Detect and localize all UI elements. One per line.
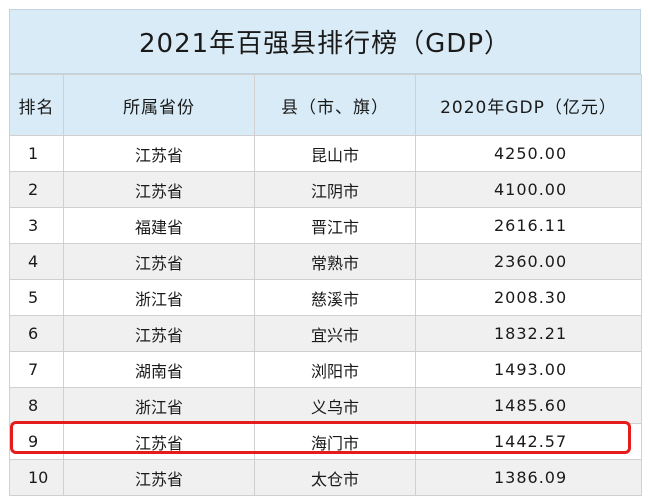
rank-cell: 7	[9, 351, 64, 388]
gdp-cell: 2008.30	[415, 279, 642, 316]
ranking-table: 排名 所属省份 县（市、旗） 2020年GDP（亿元） 1 江苏省 昆山市 42…	[9, 74, 642, 496]
header-row: 排名 所属省份 县（市、旗） 2020年GDP（亿元）	[9, 74, 642, 136]
table-row: 10 江苏省 太仓市 1386.09	[9, 459, 642, 496]
gdp-cell: 1485.60	[415, 387, 642, 424]
rank-cell: 9	[9, 423, 64, 460]
table-row: 5 浙江省 慈溪市 2008.30	[9, 279, 642, 316]
gdp-cell: 1832.21	[415, 315, 642, 352]
gdp-cell: 2616.11	[415, 207, 642, 244]
rank-cell: 6	[9, 315, 64, 352]
county-cell: 慈溪市	[254, 279, 416, 316]
table-row: 8 浙江省 义乌市 1485.60	[9, 387, 642, 424]
county-cell: 义乌市	[254, 387, 416, 424]
province-cell: 浙江省	[63, 279, 255, 316]
header-county: 县（市、旗）	[254, 74, 416, 136]
province-cell: 江苏省	[63, 315, 255, 352]
county-cell: 昆山市	[254, 135, 416, 172]
county-cell: 海门市	[254, 423, 416, 460]
table-row: 4 江苏省 常熟市 2360.00	[9, 243, 642, 280]
county-cell: 常熟市	[254, 243, 416, 280]
gdp-cell: 4100.00	[415, 171, 642, 208]
gdp-cell: 1442.57	[415, 423, 642, 460]
county-cell: 太仓市	[254, 459, 416, 496]
table-row: 1 江苏省 昆山市 4250.00	[9, 135, 642, 172]
gdp-cell: 1386.09	[415, 459, 642, 496]
province-cell: 江苏省	[63, 243, 255, 280]
province-cell: 浙江省	[63, 387, 255, 424]
province-cell: 江苏省	[63, 423, 255, 460]
table-row: 7 湖南省 浏阳市 1493.00	[9, 351, 642, 388]
table-row: 2 江苏省 江阴市 4100.00	[9, 171, 642, 208]
province-cell: 江苏省	[63, 135, 255, 172]
header-gdp: 2020年GDP（亿元）	[415, 74, 642, 136]
rank-cell: 8	[9, 387, 64, 424]
gdp-cell: 4250.00	[415, 135, 642, 172]
rank-cell: 3	[9, 207, 64, 244]
rank-cell: 5	[9, 279, 64, 316]
province-cell: 湖南省	[63, 351, 255, 388]
table-title: 2021年百强县排行榜（GDP）	[9, 9, 641, 74]
province-cell: 福建省	[63, 207, 255, 244]
rank-cell: 10	[9, 459, 64, 496]
rank-cell: 4	[9, 243, 64, 280]
rank-cell: 2	[9, 171, 64, 208]
gdp-cell: 2360.00	[415, 243, 642, 280]
province-cell: 江苏省	[63, 171, 255, 208]
county-cell: 浏阳市	[254, 351, 416, 388]
table-row: 3 福建省 晋江市 2616.11	[9, 207, 642, 244]
county-cell: 晋江市	[254, 207, 416, 244]
gdp-cell: 1493.00	[415, 351, 642, 388]
rank-cell: 1	[9, 135, 64, 172]
county-cell: 宜兴市	[254, 315, 416, 352]
header-province: 所属省份	[63, 74, 255, 136]
province-cell: 江苏省	[63, 459, 255, 496]
county-cell: 江阴市	[254, 171, 416, 208]
header-rank: 排名	[9, 74, 64, 136]
table-row-highlighted: 9 江苏省 海门市 1442.57	[9, 423, 642, 460]
table-row: 6 江苏省 宜兴市 1832.21	[9, 315, 642, 352]
